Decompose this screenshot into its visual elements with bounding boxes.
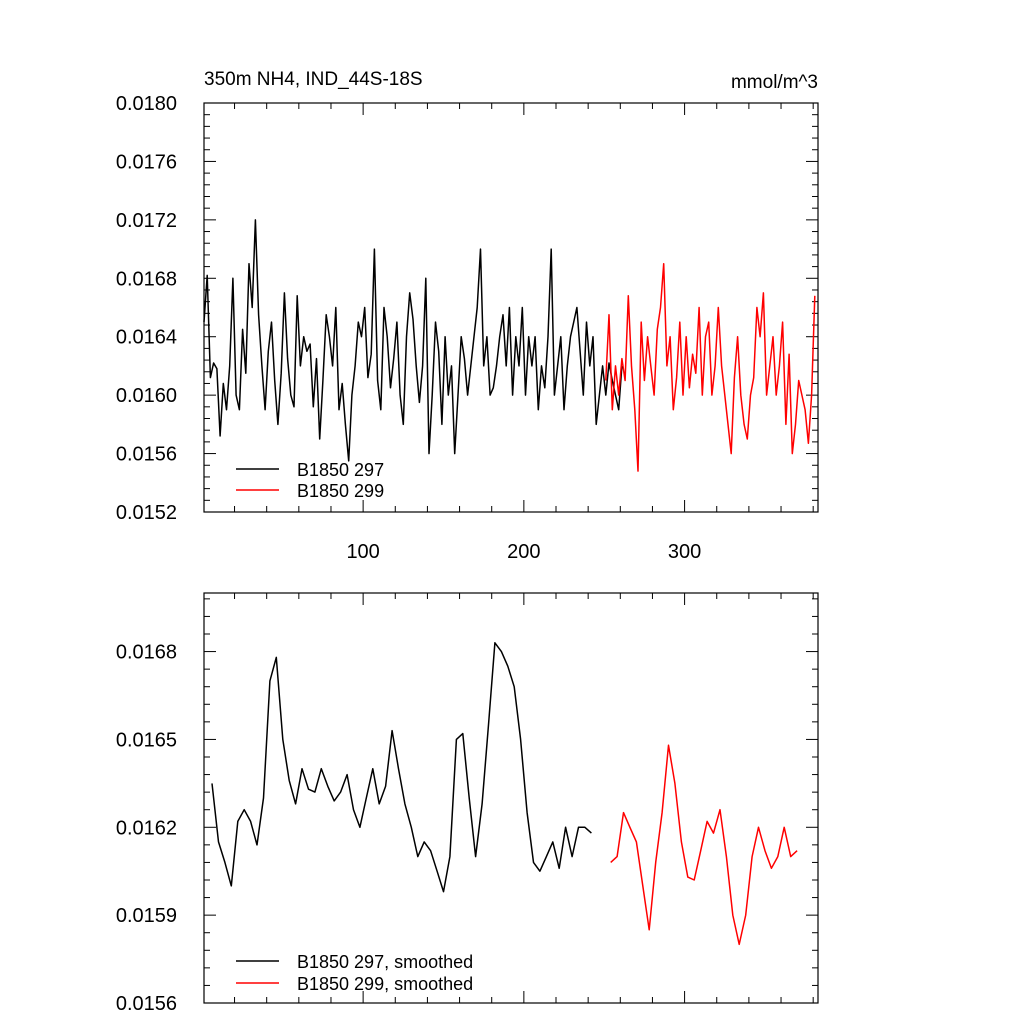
y-tick-label: 0.0168: [116, 268, 177, 290]
y-tick-label: 0.0164: [116, 327, 177, 349]
y-tick-label: 0.0156: [116, 444, 177, 466]
y-tick-label: 0.0172: [116, 210, 177, 232]
legend-label: B1850 297, smoothed: [297, 952, 473, 972]
series-line-b1850-297-smoothed: [211, 642, 592, 893]
y-tick-label: 0.0180: [116, 93, 177, 115]
legend-label: B1850 299, smoothed: [297, 974, 473, 994]
legend-label: B1850 299: [297, 481, 384, 501]
chart-title-right: mmol/m^3: [731, 72, 818, 93]
y-tick-label: 0.0165: [116, 729, 177, 751]
x-tick-label: 300: [668, 541, 701, 563]
x-tick-label: 200: [507, 541, 540, 563]
chart-title-left: 350m NH4, IND_44S-18S: [204, 69, 423, 90]
x-tick-label: 100: [346, 541, 379, 563]
y-tick-label: 0.0160: [116, 385, 177, 407]
series-line-b1850-297: [203, 219, 623, 462]
y-tick-label: 0.0156: [116, 993, 177, 1015]
y-tick-label: 0.0159: [116, 905, 177, 927]
panel-bottom: 0.0156 0.0159 0.0162 0.0165 0.0168 B1850 297,…: [116, 592, 819, 1015]
panel-top: 0.0152 0.0156 0.0160 0.0164 0.0168 0.0172 0.01…: [116, 69, 819, 563]
y-tick-label: 0.0162: [116, 817, 177, 839]
plot-frame: [203, 102, 819, 513]
legend-label: B1850 297: [297, 460, 384, 480]
y-tick-label: 0.0152: [116, 502, 177, 524]
plot-frame: [203, 592, 819, 1004]
series-line-b1850-299: [605, 262, 816, 472]
y-tick-label: 0.0168: [116, 642, 177, 664]
series-line-b1850-299-smoothed: [610, 744, 798, 946]
y-tick-label: 0.0176: [116, 151, 177, 173]
